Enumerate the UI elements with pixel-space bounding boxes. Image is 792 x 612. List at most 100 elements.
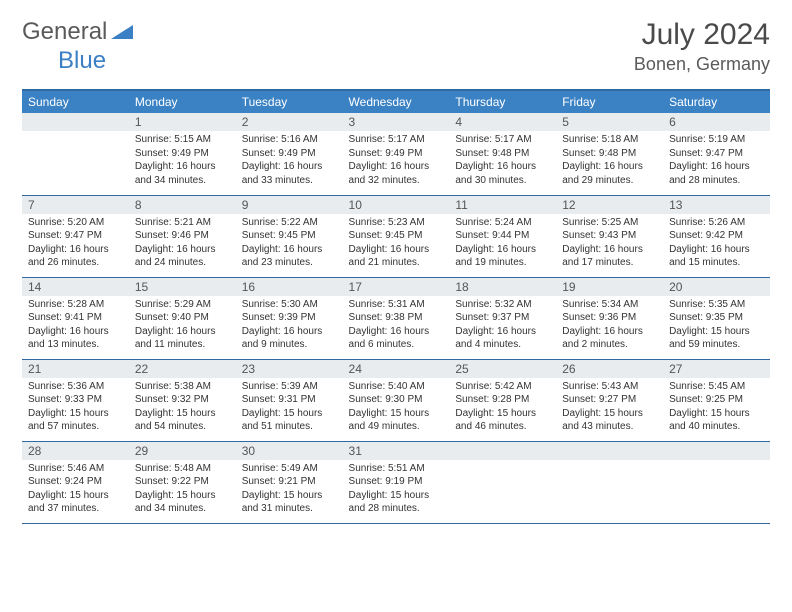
daylight-line2: and 37 minutes. (28, 502, 123, 516)
daylight-line2: and 28 minutes. (349, 502, 444, 516)
daylight-line1: Daylight: 16 hours (349, 243, 444, 257)
sunset-text: Sunset: 9:33 PM (28, 393, 123, 407)
sunrise-text: Sunrise: 5:43 AM (562, 380, 657, 394)
sunrise-text: Sunrise: 5:39 AM (242, 380, 337, 394)
day-details: Sunrise: 5:49 AMSunset: 9:21 PMDaylight:… (236, 460, 343, 520)
day-number: 13 (663, 196, 770, 214)
daylight-line1: Daylight: 16 hours (669, 160, 764, 174)
sunrise-text: Sunrise: 5:24 AM (455, 216, 550, 230)
day-details: Sunrise: 5:51 AMSunset: 9:19 PMDaylight:… (343, 460, 450, 520)
sunrise-text: Sunrise: 5:21 AM (135, 216, 230, 230)
sunrise-text: Sunrise: 5:40 AM (349, 380, 444, 394)
calendar-day-cell: 1Sunrise: 5:15 AMSunset: 9:49 PMDaylight… (129, 113, 236, 195)
calendar-day-cell: 10Sunrise: 5:23 AMSunset: 9:45 PMDayligh… (343, 195, 450, 277)
sunrise-text: Sunrise: 5:17 AM (455, 133, 550, 147)
daylight-line2: and 4 minutes. (455, 338, 550, 352)
sunrise-text: Sunrise: 5:49 AM (242, 462, 337, 476)
daylight-line1: Daylight: 16 hours (455, 160, 550, 174)
calendar-week-row: 7Sunrise: 5:20 AMSunset: 9:47 PMDaylight… (22, 195, 770, 277)
daylight-line1: Daylight: 16 hours (242, 243, 337, 257)
sunrise-text: Sunrise: 5:28 AM (28, 298, 123, 312)
calendar-day-cell: 31Sunrise: 5:51 AMSunset: 9:19 PMDayligh… (343, 441, 450, 523)
day-details: Sunrise: 5:20 AMSunset: 9:47 PMDaylight:… (22, 214, 129, 274)
sunset-text: Sunset: 9:45 PM (349, 229, 444, 243)
day-details: Sunrise: 5:35 AMSunset: 9:35 PMDaylight:… (663, 296, 770, 356)
day-details: Sunrise: 5:45 AMSunset: 9:25 PMDaylight:… (663, 378, 770, 438)
day-details: Sunrise: 5:42 AMSunset: 9:28 PMDaylight:… (449, 378, 556, 438)
day-details: Sunrise: 5:21 AMSunset: 9:46 PMDaylight:… (129, 214, 236, 274)
sunset-text: Sunset: 9:38 PM (349, 311, 444, 325)
sunrise-text: Sunrise: 5:15 AM (135, 133, 230, 147)
daylight-line1: Daylight: 15 hours (669, 325, 764, 339)
daylight-line2: and 28 minutes. (669, 174, 764, 188)
day-details: Sunrise: 5:30 AMSunset: 9:39 PMDaylight:… (236, 296, 343, 356)
day-details: Sunrise: 5:26 AMSunset: 9:42 PMDaylight:… (663, 214, 770, 274)
sunrise-text: Sunrise: 5:18 AM (562, 133, 657, 147)
day-details: Sunrise: 5:40 AMSunset: 9:30 PMDaylight:… (343, 378, 450, 438)
day-number: 27 (663, 360, 770, 378)
logo: General (22, 18, 135, 46)
daylight-line1: Daylight: 16 hours (135, 160, 230, 174)
calendar-day-cell: 6Sunrise: 5:19 AMSunset: 9:47 PMDaylight… (663, 113, 770, 195)
day-details: Sunrise: 5:29 AMSunset: 9:40 PMDaylight:… (129, 296, 236, 356)
day-number: 29 (129, 442, 236, 460)
sunset-text: Sunset: 9:35 PM (669, 311, 764, 325)
sunrise-text: Sunrise: 5:45 AM (669, 380, 764, 394)
sunset-text: Sunset: 9:48 PM (455, 147, 550, 161)
day-details: Sunrise: 5:43 AMSunset: 9:27 PMDaylight:… (556, 378, 663, 438)
sunset-text: Sunset: 9:37 PM (455, 311, 550, 325)
calendar-day-cell: 23Sunrise: 5:39 AMSunset: 9:31 PMDayligh… (236, 359, 343, 441)
sunset-text: Sunset: 9:49 PM (349, 147, 444, 161)
daylight-line2: and 34 minutes. (135, 502, 230, 516)
sunset-text: Sunset: 9:24 PM (28, 475, 123, 489)
calendar-day-cell (449, 441, 556, 523)
daylight-line2: and 54 minutes. (135, 420, 230, 434)
daylight-line1: Daylight: 15 hours (669, 407, 764, 421)
sunrise-text: Sunrise: 5:36 AM (28, 380, 123, 394)
sunset-text: Sunset: 9:43 PM (562, 229, 657, 243)
daylight-line2: and 17 minutes. (562, 256, 657, 270)
day-details: Sunrise: 5:16 AMSunset: 9:49 PMDaylight:… (236, 131, 343, 191)
day-number: 19 (556, 278, 663, 296)
daylight-line1: Daylight: 15 hours (455, 407, 550, 421)
sunset-text: Sunset: 9:49 PM (135, 147, 230, 161)
day-details: Sunrise: 5:36 AMSunset: 9:33 PMDaylight:… (22, 378, 129, 438)
daylight-line1: Daylight: 15 hours (135, 489, 230, 503)
daylight-line2: and 33 minutes. (242, 174, 337, 188)
sunset-text: Sunset: 9:36 PM (562, 311, 657, 325)
sunrise-text: Sunrise: 5:20 AM (28, 216, 123, 230)
daylight-line2: and 13 minutes. (28, 338, 123, 352)
calendar-body: 1Sunrise: 5:15 AMSunset: 9:49 PMDaylight… (22, 113, 770, 523)
sunset-text: Sunset: 9:25 PM (669, 393, 764, 407)
day-number: 31 (343, 442, 450, 460)
sunset-text: Sunset: 9:27 PM (562, 393, 657, 407)
daylight-line1: Daylight: 16 hours (455, 325, 550, 339)
sunset-text: Sunset: 9:39 PM (242, 311, 337, 325)
calendar-day-cell: 15Sunrise: 5:29 AMSunset: 9:40 PMDayligh… (129, 277, 236, 359)
day-number: 23 (236, 360, 343, 378)
daylight-line2: and 32 minutes. (349, 174, 444, 188)
sunrise-text: Sunrise: 5:38 AM (135, 380, 230, 394)
sunrise-text: Sunrise: 5:26 AM (669, 216, 764, 230)
sunrise-text: Sunrise: 5:16 AM (242, 133, 337, 147)
calendar-day-cell: 20Sunrise: 5:35 AMSunset: 9:35 PMDayligh… (663, 277, 770, 359)
daylight-line2: and 9 minutes. (242, 338, 337, 352)
calendar-table: Sunday Monday Tuesday Wednesday Thursday… (22, 89, 770, 524)
logo-triangle-icon (111, 21, 133, 44)
day-details: Sunrise: 5:17 AMSunset: 9:49 PMDaylight:… (343, 131, 450, 191)
day-details: Sunrise: 5:22 AMSunset: 9:45 PMDaylight:… (236, 214, 343, 274)
weekday-header: Friday (556, 90, 663, 113)
day-number: 14 (22, 278, 129, 296)
weekday-header: Sunday (22, 90, 129, 113)
day-number: 3 (343, 113, 450, 131)
calendar-day-cell: 30Sunrise: 5:49 AMSunset: 9:21 PMDayligh… (236, 441, 343, 523)
sunrise-text: Sunrise: 5:31 AM (349, 298, 444, 312)
calendar-day-cell: 26Sunrise: 5:43 AMSunset: 9:27 PMDayligh… (556, 359, 663, 441)
daylight-line2: and 21 minutes. (349, 256, 444, 270)
sunset-text: Sunset: 9:44 PM (455, 229, 550, 243)
day-number: 21 (22, 360, 129, 378)
daylight-line1: Daylight: 16 hours (669, 243, 764, 257)
daylight-line1: Daylight: 16 hours (135, 243, 230, 257)
daylight-line1: Daylight: 16 hours (242, 325, 337, 339)
calendar-day-cell: 17Sunrise: 5:31 AMSunset: 9:38 PMDayligh… (343, 277, 450, 359)
